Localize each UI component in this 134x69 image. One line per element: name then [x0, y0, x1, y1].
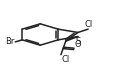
Text: Cl: Cl [84, 20, 92, 29]
Text: Cl: Cl [62, 55, 70, 64]
Text: Br: Br [5, 37, 15, 46]
Text: O: O [75, 40, 81, 49]
Text: S: S [75, 37, 81, 46]
